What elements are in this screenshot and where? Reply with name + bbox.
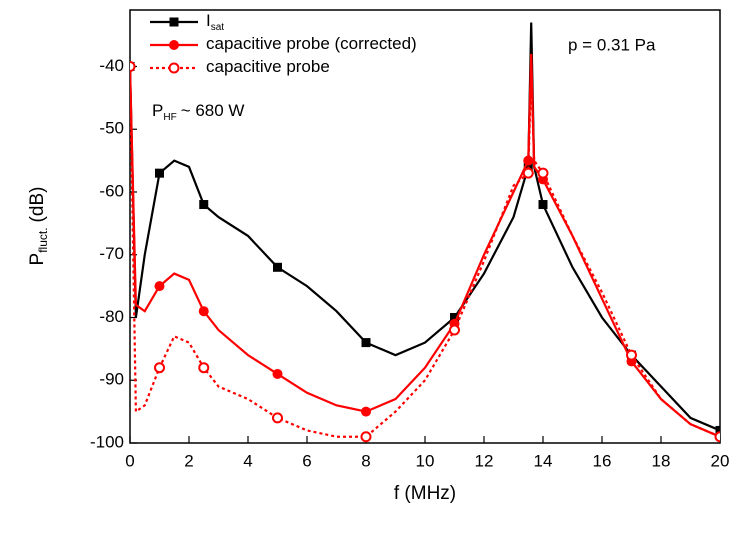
marker	[154, 281, 165, 292]
marker	[130, 60, 136, 72]
y-axis-label: Pfluct. (dB)	[27, 187, 50, 266]
x-tick-label: 2	[184, 451, 193, 470]
y-axis-label-unit: (dB)	[27, 187, 48, 223]
legend-entry: capacitive probe (corrected)	[150, 34, 417, 53]
annotation-power-main: P	[152, 101, 163, 120]
marker	[199, 200, 209, 210]
x-tick-label: 16	[593, 451, 612, 470]
legend-entry: capacitive probe	[150, 57, 330, 76]
marker	[155, 168, 164, 178]
legend-label: capacitive probe (corrected)	[206, 34, 417, 53]
legend-label-main: capacitive probe	[206, 57, 330, 76]
legend-symbol	[169, 40, 179, 50]
marker	[714, 431, 720, 443]
series-line	[130, 66, 720, 438]
marker	[272, 368, 283, 379]
annotation-power-rest: ~ 680 W	[181, 101, 245, 120]
legend-label-sub: sat	[211, 22, 225, 33]
y-axis-label-sub: fluct.	[36, 227, 50, 252]
marker	[715, 425, 720, 435]
y-tick-label: -80	[99, 307, 124, 326]
x-tick-label: 10	[416, 451, 435, 470]
marker	[626, 349, 637, 361]
marker	[360, 431, 372, 443]
x-tick-label: 14	[534, 451, 553, 470]
x-tick-label: 18	[652, 451, 671, 470]
marker	[537, 167, 549, 179]
x-axis-label: f (MHz)	[394, 483, 456, 504]
marker	[522, 167, 534, 179]
legend-symbol	[169, 17, 179, 27]
marker	[272, 412, 283, 424]
annotation-power-sub: HF	[163, 112, 176, 123]
x-tick-label: 6	[302, 451, 311, 470]
marker	[154, 362, 165, 374]
annotation-power: PHF ~ 680 W	[152, 101, 244, 122]
series	[130, 60, 720, 443]
marker	[361, 406, 371, 417]
y-tick-label: -40	[99, 56, 124, 75]
x-tick-label: 8	[361, 451, 370, 470]
series-line	[130, 22, 720, 432]
marker	[449, 324, 460, 336]
y-tick-label: -100	[90, 432, 124, 451]
marker	[450, 312, 459, 322]
legend-entry: Isat	[150, 11, 224, 33]
y-tick-label: -70	[99, 244, 124, 263]
annotation-pressure: p = 0.31 Pa	[568, 35, 656, 54]
marker	[361, 338, 371, 348]
marker	[198, 362, 210, 374]
legend-label: Isat	[206, 11, 224, 32]
x-tick-label: 12	[475, 451, 494, 470]
marker	[538, 200, 548, 210]
legend-symbol	[168, 62, 180, 74]
y-tick-label: -60	[99, 181, 124, 200]
x-tick-label: 4	[243, 451, 252, 470]
series	[130, 22, 720, 435]
y-axis-label-main: P	[27, 253, 48, 266]
legend-label-main: I	[206, 11, 211, 30]
y-tick-label: -90	[99, 370, 124, 389]
marker	[273, 262, 282, 272]
legend-label-main: capacitive probe (corrected)	[206, 34, 417, 53]
series-line	[130, 53, 720, 438]
marker	[198, 306, 209, 317]
legend-label: capacitive probe	[206, 57, 330, 76]
x-tick-label: 20	[711, 451, 730, 470]
x-tick-label: 0	[125, 451, 134, 470]
y-tick-label: -50	[99, 119, 124, 138]
